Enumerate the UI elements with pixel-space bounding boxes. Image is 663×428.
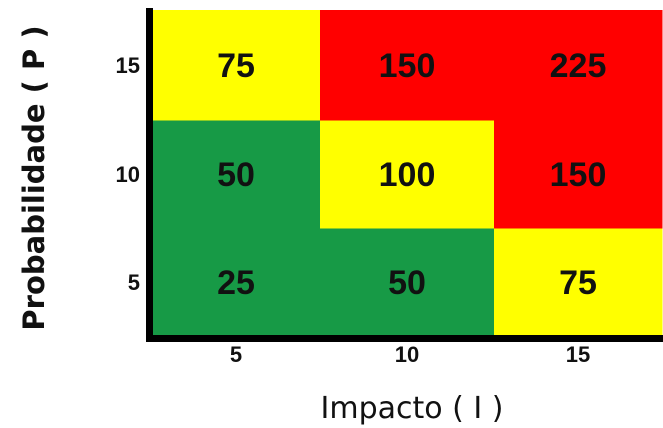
matrix-cell-p15-i5 bbox=[152, 10, 321, 121]
matrix-cell-value-label: 225 bbox=[550, 47, 607, 85]
x-tick-label: 10 bbox=[395, 342, 419, 367]
matrix-cell-value-label: 150 bbox=[550, 156, 607, 194]
x-axis-title: Impacto ( I ) bbox=[321, 391, 504, 426]
matrix-cell-value-label: 50 bbox=[388, 264, 426, 302]
x-tick-label: 5 bbox=[230, 342, 242, 367]
matrix-cell-p10-i5 bbox=[152, 120, 321, 229]
x-axis-line bbox=[146, 335, 663, 342]
matrix-cell-value-label: 75 bbox=[217, 47, 255, 85]
matrix-cell-p15-i15 bbox=[494, 10, 663, 121]
y-axis-title: Probabilidade ( P ) bbox=[17, 25, 51, 330]
y-tick-label: 5 bbox=[128, 270, 140, 295]
y-tick-label: 15 bbox=[116, 53, 140, 78]
matrix-cell-value-label: 50 bbox=[217, 156, 255, 194]
matrix-cell-p15-i10 bbox=[320, 10, 495, 121]
y-axis-line bbox=[146, 8, 153, 342]
matrix-cell-value-label: 25 bbox=[217, 264, 255, 302]
matrix-cell-p5-i10 bbox=[320, 228, 495, 337]
matrix-cell-p10-i10 bbox=[320, 120, 495, 229]
matrix-cell-value-label: 150 bbox=[379, 47, 436, 85]
matrix-cell-p10-i15 bbox=[494, 120, 663, 229]
matrix-cell-p5-i5 bbox=[152, 228, 321, 337]
matrix-cell-value-label: 75 bbox=[559, 264, 597, 302]
y-tick-label: 10 bbox=[116, 162, 140, 187]
x-tick-label: 15 bbox=[566, 342, 590, 367]
matrix-cell-value-label: 100 bbox=[379, 156, 436, 194]
matrix-cell-p5-i15 bbox=[494, 228, 663, 337]
